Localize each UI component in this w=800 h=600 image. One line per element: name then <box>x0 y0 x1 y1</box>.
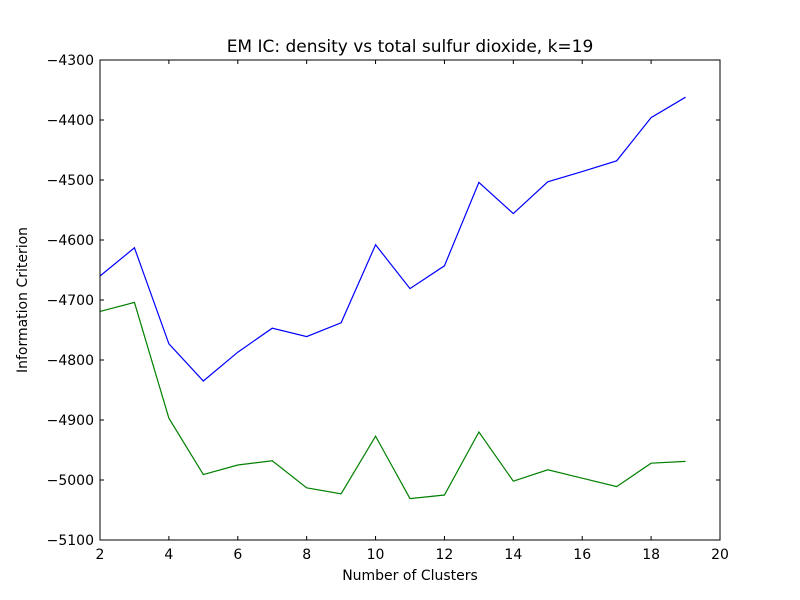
x-tick-label: 8 <box>302 547 311 563</box>
x-tick-label: 12 <box>436 547 454 563</box>
x-tick-label: 20 <box>711 547 729 563</box>
x-axis-title: Number of Clusters <box>342 568 478 584</box>
series-line-2 <box>99 301 686 500</box>
x-tick-label: 2 <box>96 547 105 563</box>
y-tick-label: −4900 <box>47 413 94 429</box>
x-tick-label: 10 <box>367 547 385 563</box>
y-tick-label: −4600 <box>47 233 94 249</box>
x-tick-label: 18 <box>642 547 660 563</box>
y-tick-label: −5000 <box>47 473 94 489</box>
chart-title: EM IC: density vs total sulfur dioxide, … <box>227 37 594 57</box>
y-tick-label: −5100 <box>47 533 94 549</box>
y-tick-label: −4700 <box>47 293 94 309</box>
series-line-1 <box>99 96 686 382</box>
y-tick-label: −4800 <box>47 353 94 369</box>
x-tick-label: 16 <box>573 547 591 563</box>
y-tick-label: −4400 <box>47 113 94 129</box>
y-axis-title: Information Criterion <box>15 227 31 373</box>
x-tick-label: 14 <box>504 547 522 563</box>
plot-area: 2 4 6 8 10 12 14 16 18 20 −5100 −5000 −4900 −4800 −470… <box>47 53 729 563</box>
x-tick-label: 4 <box>164 547 173 563</box>
plot-frame <box>99 59 721 541</box>
y-tick-label: −4500 <box>47 173 94 189</box>
y-tick-label: −4300 <box>47 53 94 69</box>
x-tick-label: 6 <box>233 547 242 563</box>
